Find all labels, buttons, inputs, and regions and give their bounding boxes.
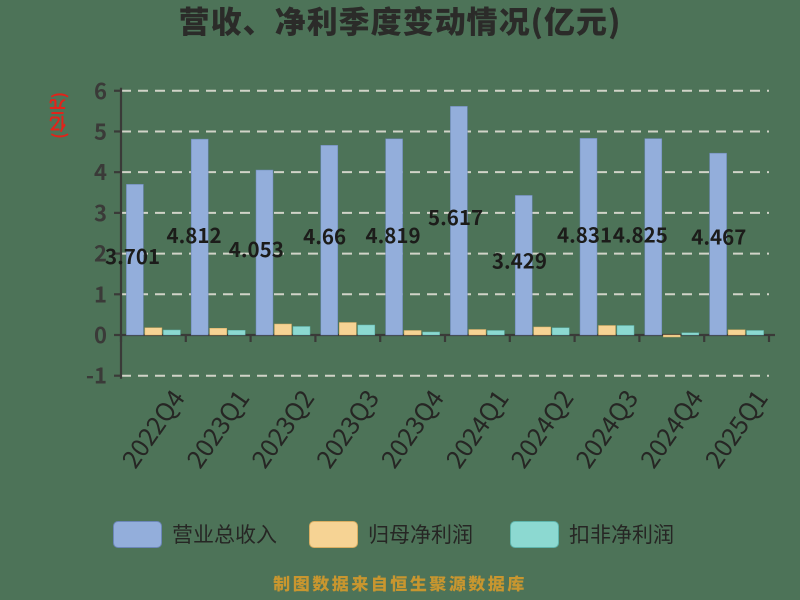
svg-text:4.831: 4.831 <box>557 219 612 249</box>
svg-text:1: 1 <box>94 277 107 309</box>
svg-text:5: 5 <box>94 114 107 146</box>
svg-text:-1: -1 <box>86 359 107 391</box>
svg-text:4.66: 4.66 <box>303 220 346 250</box>
svg-text:4.053: 4.053 <box>229 233 284 263</box>
svg-text:3.701: 3.701 <box>105 240 160 270</box>
svg-text:6: 6 <box>94 74 107 106</box>
svg-text:3: 3 <box>94 196 107 228</box>
svg-text:3.429: 3.429 <box>492 245 547 275</box>
svg-text:5.617: 5.617 <box>428 201 483 231</box>
svg-text:4.819: 4.819 <box>366 219 421 249</box>
svg-text:0: 0 <box>94 318 107 350</box>
svg-text:4.825: 4.825 <box>613 219 668 249</box>
svg-text:4.812: 4.812 <box>167 219 222 249</box>
svg-text:4.467: 4.467 <box>691 220 746 250</box>
svg-text:4: 4 <box>94 155 107 187</box>
